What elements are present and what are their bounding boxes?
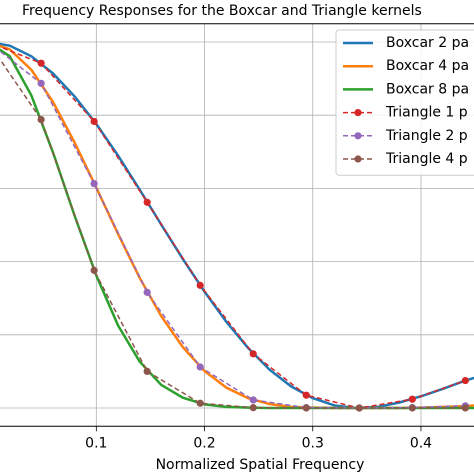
series-line xyxy=(0,50,466,409)
data-point xyxy=(37,115,45,124)
data-point xyxy=(90,117,98,126)
data-point xyxy=(196,363,204,371)
data-point xyxy=(249,350,257,358)
data-point xyxy=(408,395,416,403)
legend-marker xyxy=(354,132,362,140)
series-line xyxy=(0,58,466,409)
legend-label: Triangle 1 p xyxy=(385,105,468,121)
data-point xyxy=(249,396,257,404)
data-point xyxy=(37,59,45,67)
data-point xyxy=(461,404,469,412)
data-point xyxy=(90,180,98,188)
data-point xyxy=(196,399,204,407)
legend-marker xyxy=(354,155,362,163)
legend-label: Triangle 4 p xyxy=(385,151,468,167)
data-point xyxy=(196,281,204,289)
x-tick-label: 0.2 xyxy=(193,435,215,451)
data-point xyxy=(143,198,151,206)
data-point xyxy=(249,404,257,412)
data-point xyxy=(355,404,363,412)
data-point xyxy=(37,79,45,87)
legend-marker xyxy=(354,109,362,117)
legend-label: Boxcar 8 pa xyxy=(386,81,469,97)
legend-label: Triangle 2 p xyxy=(385,128,468,144)
axes: 0.1 0.2 0.3 0.4 xyxy=(0,23,474,451)
data-point xyxy=(302,391,310,399)
legend: Boxcar 2 pa Boxcar 4 pa Boxcar 8 pa Triangl… xyxy=(335,29,474,176)
legend-label: Boxcar 2 pa xyxy=(386,35,469,51)
data-point xyxy=(461,376,469,385)
series-line xyxy=(0,42,474,410)
series-line xyxy=(0,45,466,409)
data-point xyxy=(143,288,151,296)
data-point xyxy=(90,266,98,274)
x-tick-label: 0.4 xyxy=(410,435,432,451)
data-point xyxy=(143,367,151,375)
x-axis-label: Normalized Spatial Frequency xyxy=(156,457,365,473)
x-tick-label: 0.1 xyxy=(85,435,107,451)
plot-area xyxy=(0,42,474,412)
chart-title: Frequency Responses for the Boxcar and T… xyxy=(22,3,422,19)
x-tick-label: 0.3 xyxy=(302,435,324,451)
legend-label: Boxcar 4 pa xyxy=(386,58,469,74)
data-point xyxy=(302,404,310,412)
data-point xyxy=(408,404,416,412)
